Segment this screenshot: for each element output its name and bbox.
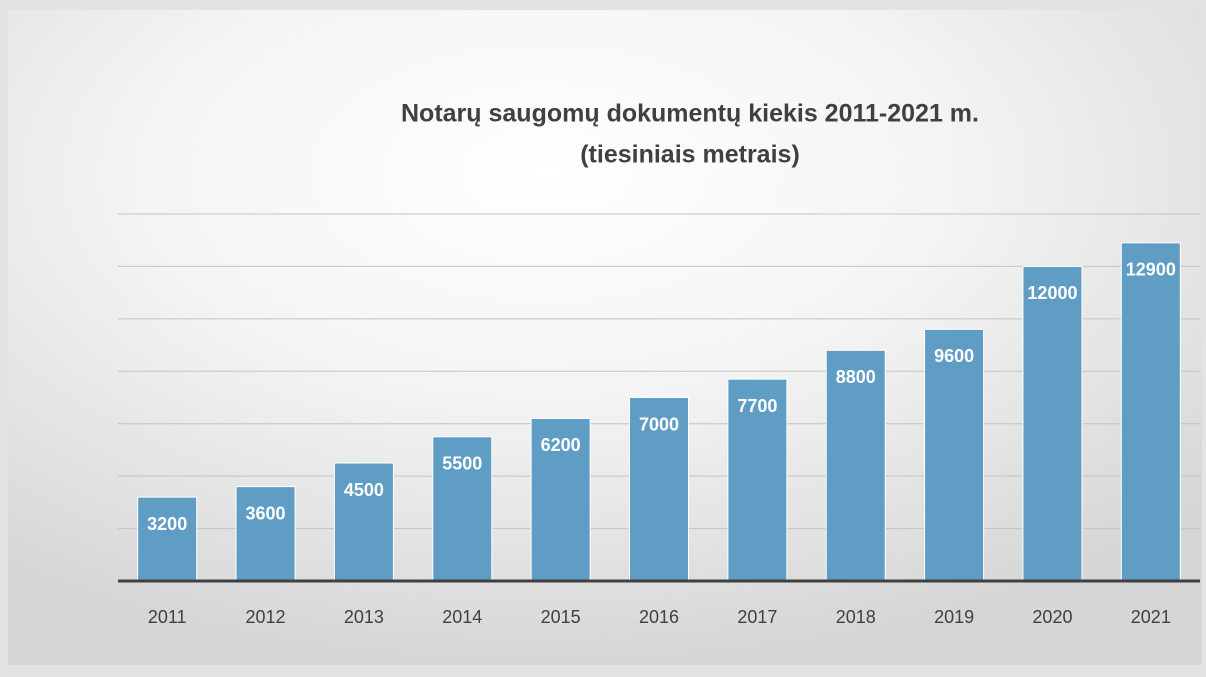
bar xyxy=(825,349,886,582)
data-label: 5500 xyxy=(442,454,482,474)
data-label: 4500 xyxy=(344,480,384,500)
data-label: 7000 xyxy=(639,414,679,434)
x-tick-label: 2012 xyxy=(246,607,286,627)
data-label: 7700 xyxy=(737,396,777,416)
x-tick-label: 2013 xyxy=(344,607,384,627)
bar xyxy=(629,397,689,582)
data-label: 6200 xyxy=(541,435,581,455)
x-tick-label: 2020 xyxy=(1032,607,1072,627)
bar xyxy=(727,378,788,582)
bar xyxy=(432,436,493,582)
x-tick-label: 2015 xyxy=(541,607,581,627)
x-tick-label: 2011 xyxy=(148,607,187,627)
data-label: 3200 xyxy=(147,514,187,534)
bar xyxy=(137,496,198,582)
x-tick-label: 2021 xyxy=(1131,607,1171,627)
bar xyxy=(924,328,985,582)
data-label: 9600 xyxy=(934,346,974,366)
bar xyxy=(1120,242,1181,582)
x-tick-label: 2014 xyxy=(442,607,482,627)
bar xyxy=(1022,265,1083,582)
bar xyxy=(235,486,296,582)
x-tick-label: 2018 xyxy=(836,607,876,627)
data-label: 3600 xyxy=(246,503,286,523)
chart-title: Notarų saugomų dokumentų kiekis 2011-202… xyxy=(401,100,979,128)
bar xyxy=(530,417,591,582)
chart-background xyxy=(8,10,1202,665)
bar xyxy=(333,462,394,582)
data-label: 12900 xyxy=(1126,260,1176,280)
chart-subtitle: (tiesiniais metrais) xyxy=(580,141,800,169)
data-label: 12000 xyxy=(1027,283,1077,303)
x-tick-label: 2019 xyxy=(934,607,974,627)
data-label: 8800 xyxy=(836,367,876,387)
x-tick-label: 2016 xyxy=(639,607,679,627)
x-tick-label: 2017 xyxy=(737,607,777,627)
